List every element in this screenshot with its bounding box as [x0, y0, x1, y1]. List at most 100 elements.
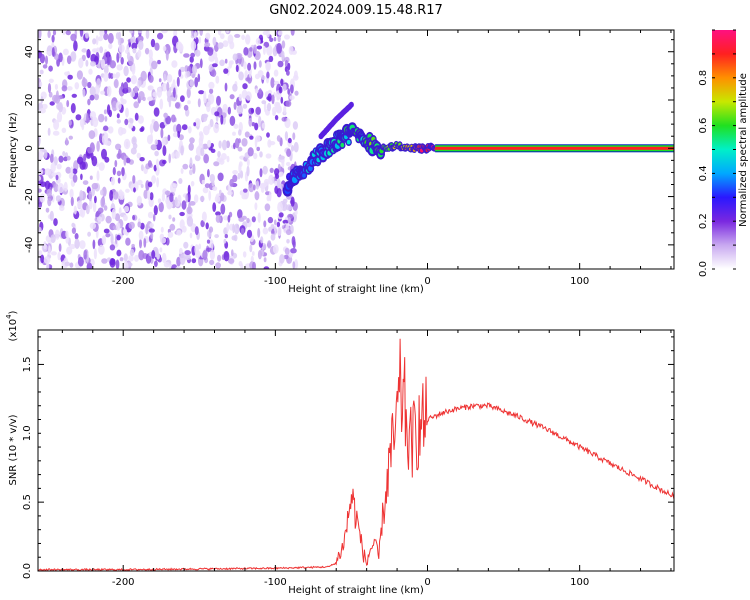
noise-blob [106, 85, 112, 97]
noise-blob [92, 201, 97, 213]
branch-blob [348, 101, 354, 108]
noise-blob [61, 30, 66, 35]
spectrogram-upper-branch [318, 101, 354, 140]
noise-blob [255, 37, 261, 45]
noise-blob [128, 221, 135, 230]
noise-blob [221, 139, 228, 151]
noise-blob [292, 121, 298, 130]
noise-blob [137, 30, 143, 34]
noise-blob [108, 109, 113, 118]
noise-blob [91, 187, 95, 197]
noise-blob [101, 235, 107, 245]
noise-blob [242, 83, 248, 90]
noise-blob [224, 58, 228, 64]
noise-blob [244, 131, 250, 138]
noise-blob [200, 220, 205, 228]
noise-blob [83, 153, 87, 162]
noise-blob [214, 234, 219, 239]
noise-blob [51, 47, 55, 57]
x-tick-label: -200 [112, 276, 135, 287]
noise-blob [224, 82, 228, 92]
noise-blob [87, 231, 91, 237]
noise-blob [81, 122, 85, 131]
noise-blob [286, 148, 292, 157]
noise-blob [240, 170, 244, 179]
signal-blob-inner [346, 140, 351, 145]
noise-blob [88, 68, 93, 75]
noise-blob [56, 111, 63, 123]
noise-blob [282, 83, 287, 92]
noise-blob [47, 83, 52, 94]
noise-blob [171, 152, 175, 159]
noise-blob [185, 193, 189, 203]
noise-blob [41, 103, 48, 110]
noise-blob [143, 238, 147, 248]
noise-blob [132, 142, 138, 149]
noise-blob [237, 209, 243, 219]
noise-blob [290, 145, 295, 152]
noise-blob [226, 30, 230, 34]
noise-blob [208, 190, 212, 201]
noise-blob [147, 190, 151, 201]
noise-blob [175, 151, 180, 159]
noise-blob [192, 163, 196, 175]
noise-blob [257, 250, 262, 260]
noise-blob [120, 191, 125, 201]
noise-blob [116, 52, 120, 63]
noise-blob [216, 157, 223, 163]
noise-blob [92, 239, 96, 250]
noise-blob [255, 135, 261, 143]
noise-blob [161, 30, 168, 34]
noise-blob [189, 137, 195, 144]
noise-blob [265, 153, 272, 159]
noise-blob [198, 243, 202, 250]
noise-blob [179, 247, 183, 255]
spectrogram-noise [38, 30, 299, 269]
noise-blob [257, 212, 261, 223]
noise-blob [209, 173, 215, 183]
noise-blob [142, 96, 146, 102]
noise-blob [270, 224, 275, 230]
noise-blob [118, 86, 125, 97]
noise-blob [183, 241, 189, 249]
noise-blob [229, 178, 234, 187]
noise-blob [160, 226, 164, 233]
noise-blob [268, 174, 274, 185]
noise-blob [81, 78, 88, 88]
noise-blob [189, 157, 193, 168]
signal-blob-inner [308, 165, 313, 171]
noise-blob [45, 55, 48, 65]
noise-blob [109, 244, 116, 251]
noise-blob [223, 251, 230, 262]
noise-blob [267, 89, 273, 95]
noise-blob [123, 65, 129, 77]
noise-blob [43, 256, 51, 264]
noise-blob [79, 189, 84, 201]
noise-blob [220, 203, 226, 215]
noise-blob [290, 84, 294, 94]
noise-blob [176, 229, 182, 236]
noise-blob [275, 102, 281, 113]
noise-blob [207, 47, 214, 56]
noise-blob [249, 135, 254, 140]
noise-blob [139, 238, 142, 249]
noise-blob [237, 146, 243, 152]
noise-blob [147, 85, 152, 91]
noise-blob [166, 74, 173, 83]
noise-blob [194, 77, 199, 88]
signal-band-core [435, 146, 674, 150]
noise-blob [190, 52, 196, 58]
noise-blob [267, 216, 274, 224]
noise-blob [53, 218, 58, 227]
noise-blob [247, 147, 254, 157]
noise-blob [219, 59, 225, 67]
noise-blob [47, 197, 52, 207]
noise-blob [164, 190, 171, 195]
noise-blob [282, 198, 288, 204]
noise-blob [187, 184, 191, 195]
noise-blob [232, 53, 238, 61]
noise-blob [241, 138, 248, 147]
noise-blob [145, 224, 149, 235]
noise-blob [197, 73, 201, 83]
figure-title: GN02.2024.009.15.48.R17 [269, 3, 443, 18]
